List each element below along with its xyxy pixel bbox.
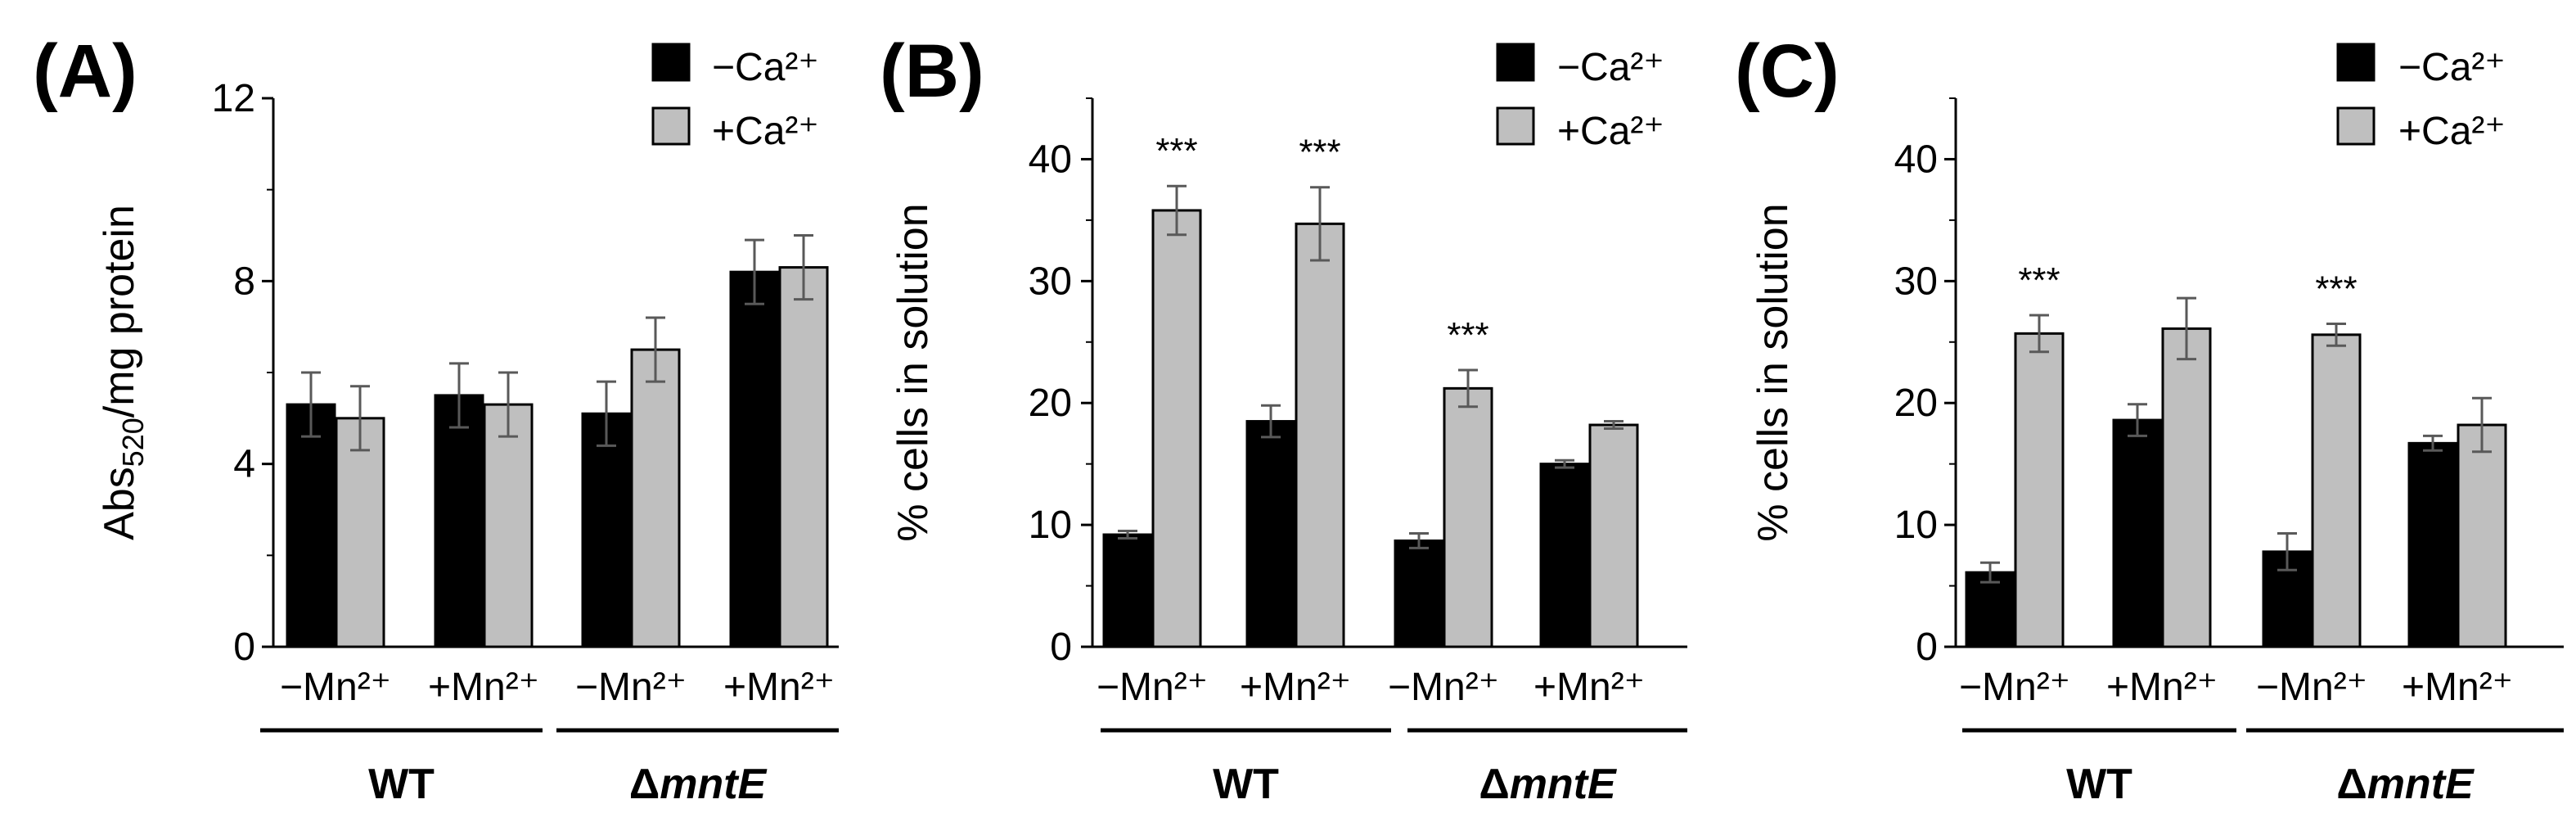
y-tick-label: 20 — [1894, 382, 1938, 425]
y-tick-label: 30 — [1029, 260, 1072, 303]
bar-plus-ca — [1151, 209, 1202, 648]
y-tick-label: 0 — [1916, 626, 1938, 669]
significance-marker: *** — [1299, 133, 1340, 173]
group-label-text: mntE — [1510, 761, 1617, 808]
bar-minus-ca — [581, 412, 632, 648]
x-tick-label: −Mn²⁺ — [280, 666, 391, 709]
legend-swatch — [651, 43, 691, 82]
bar-plus-ca — [630, 348, 681, 648]
bar-minus-ca — [1245, 420, 1296, 648]
x-tick-label: −Mn²⁺ — [1959, 666, 2070, 709]
y-axis-title: % cells in solution — [1750, 203, 1797, 541]
bar-plus-ca — [1443, 386, 1493, 648]
legend-swatch — [1496, 106, 1535, 146]
group-label: ΔmntE — [629, 761, 768, 808]
y-axis-title: % cells in solution — [889, 203, 937, 541]
panel-c: (C) 0 10 20 30 40 % cells in solution *** *** −Mn… — [1735, 29, 2564, 808]
panel-label: (A) — [33, 29, 137, 113]
panel-b: (B) 0 10 20 30 40 % cells in solution *** *** ***… — [880, 29, 1687, 808]
bar-minus-ca — [1102, 533, 1153, 648]
bar-plus-ca — [778, 266, 829, 648]
legend-label: +Ca²⁺ — [2398, 110, 2506, 153]
group-label: ΔmntE — [1479, 761, 1617, 808]
x-tick-label: +Mn²⁺ — [1240, 666, 1351, 709]
x-tick-label: −Mn²⁺ — [1388, 666, 1499, 709]
group-label-text: WT — [368, 761, 435, 808]
bar-minus-ca — [286, 403, 336, 648]
y-tick-label: 10 — [1894, 504, 1938, 547]
y-axis-title-main: Abs — [96, 467, 143, 540]
panel-a: (A) 0 4 8 12 Abs520/mg protein −Mn²⁺ +Mn²⁺ −Mn²⁺… — [33, 29, 839, 808]
y-tick-label: 0 — [1050, 626, 1072, 669]
x-tick-label: +Mn²⁺ — [723, 666, 835, 709]
legend-label: −Ca²⁺ — [2398, 46, 2506, 89]
group-label-prefix: Δ — [629, 761, 660, 808]
bar-minus-ca — [1965, 571, 2015, 648]
y-tick-label: 20 — [1029, 382, 1072, 425]
bar-minus-ca — [729, 270, 780, 648]
legend-swatch — [2336, 106, 2376, 146]
significance-marker: *** — [2315, 269, 2357, 309]
y-tick-label: 10 — [1029, 504, 1072, 547]
x-tick-label: +Mn²⁺ — [2402, 666, 2513, 709]
group-label-text: WT — [1213, 761, 1279, 808]
legend-label: −Ca²⁺ — [1557, 46, 1664, 89]
y-tick-label: 0 — [233, 626, 255, 669]
y-axis-title: Abs520/mg protein — [96, 205, 150, 540]
legend-label: +Ca²⁺ — [1557, 110, 1664, 153]
bar-minus-ca — [1539, 463, 1590, 648]
bar-plus-ca — [2457, 423, 2507, 648]
bar-plus-ca — [2161, 327, 2212, 648]
significance-marker: *** — [1155, 131, 1197, 171]
significance-marker: *** — [1447, 315, 1488, 355]
panel-label: (C) — [1735, 29, 1840, 113]
x-tick-label: −Mn²⁺ — [1097, 666, 1208, 709]
group-label: ΔmntE — [2336, 761, 2475, 808]
x-tick-label: −Mn²⁺ — [2256, 666, 2367, 709]
group-label: WT — [1213, 761, 1279, 808]
legend-label: +Ca²⁺ — [712, 110, 819, 153]
group-label-prefix: Δ — [2336, 761, 2367, 808]
legend-swatch — [2336, 43, 2376, 82]
y-axis-title-subscript: 520 — [116, 418, 150, 467]
y-axis-title-main: % cells in solution — [1750, 203, 1797, 541]
bar-plus-ca — [335, 417, 385, 648]
x-tick-label: +Mn²⁺ — [2106, 666, 2218, 709]
bar-plus-ca — [1295, 222, 1345, 648]
y-tick-label: 4 — [233, 443, 255, 486]
bar-plus-ca — [1588, 423, 1639, 648]
x-tick-label: −Mn²⁺ — [575, 666, 687, 709]
significance-marker: *** — [2018, 260, 2060, 300]
bar-plus-ca — [2014, 332, 2065, 648]
y-axis-title-rest: /mg protein — [96, 205, 143, 418]
group-label-text: WT — [2066, 761, 2132, 808]
bar-minus-ca — [2112, 418, 2163, 648]
group-label-text: mntE — [660, 761, 767, 808]
group-label: WT — [2066, 761, 2132, 808]
panel-label: (B) — [880, 29, 984, 113]
group-label-text: mntE — [2367, 761, 2475, 808]
bar-plus-ca — [2311, 333, 2362, 648]
bar-minus-ca — [1394, 539, 1444, 648]
y-tick-label: 12 — [212, 77, 255, 120]
bar-minus-ca — [434, 394, 484, 648]
y-axis-title-main: % cells in solution — [889, 203, 937, 541]
y-tick-label: 8 — [233, 260, 255, 303]
y-tick-label: 40 — [1029, 138, 1072, 181]
bar-minus-ca — [2407, 441, 2458, 648]
legend-swatch — [1496, 43, 1535, 82]
x-tick-label: +Mn²⁺ — [1533, 666, 1645, 709]
bar-plus-ca — [483, 403, 534, 648]
group-label-prefix: Δ — [1479, 761, 1509, 808]
group-label: WT — [368, 761, 435, 808]
legend-label: −Ca²⁺ — [712, 46, 819, 89]
y-tick-label: 30 — [1894, 260, 1938, 303]
y-tick-label: 40 — [1894, 138, 1938, 181]
x-tick-label: +Mn²⁺ — [428, 666, 539, 709]
legend-swatch — [651, 106, 691, 146]
